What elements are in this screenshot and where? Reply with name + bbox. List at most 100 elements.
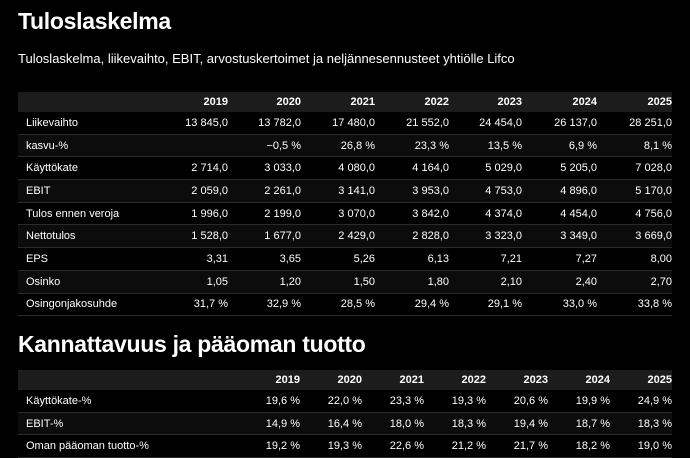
cell: 32,9 % (228, 293, 301, 317)
cell: 3 070,0 (301, 202, 375, 226)
cell: 1 996,0 (168, 202, 228, 226)
row-label: Nettotulos (18, 224, 168, 249)
cell: 23,3 % (375, 134, 449, 158)
table-row: Käyttökate-% 19,6 % 22,0 % 23,3 % 19,3 % 20,6… (18, 390, 672, 413)
cell: 24,9 % (610, 390, 672, 413)
cell: 17 480,0 (301, 112, 375, 135)
cell: 21 552,0 (375, 112, 449, 135)
cell: 19,0 % (610, 434, 672, 458)
cell: 18,3 % (610, 412, 672, 436)
column-header: 2023 (449, 92, 522, 112)
table-row: Käyttökate 2 714,0 3 033,0 4 080,0 4 164,0 5 … (18, 156, 672, 181)
cell: 13 845,0 (168, 112, 228, 135)
column-header: 2024 (522, 92, 597, 112)
row-label: EBIT (18, 179, 168, 203)
cell: 7,21 (449, 247, 522, 271)
table-row: Osinko 1,05 1,20 1,50 1,80 2,10 2,40 2,70 (18, 270, 672, 294)
table-row: Oman pääoman tuotto-% 19,2 % 19,3 % 22,6 % 2… (18, 434, 672, 458)
column-header: 2021 (301, 92, 375, 112)
cell: 21,7 % (486, 434, 548, 458)
cell: 4 080,0 (301, 156, 375, 181)
column-header: 2024 (548, 370, 610, 390)
cell: 19,2 % (238, 434, 300, 458)
cell: 18,3 % (424, 412, 486, 436)
table-row: Nettotulos 1 528,0 1 677,0 2 429,0 2 828,0 3 … (18, 224, 672, 249)
cell: 4 756,0 (597, 202, 672, 226)
row-label: EPS (18, 247, 168, 271)
cell: 6,13 (375, 247, 449, 271)
cell: 18,2 % (548, 434, 610, 458)
cell: 1 528,0 (168, 224, 228, 249)
header-row: 2019 2020 2021 2022 2023 2024 2025 (18, 92, 672, 112)
table-row: EBIT-% 14,9 % 16,4 % 18,0 % 18,3 % 19,4 % 18,7… (18, 412, 672, 436)
cell: 22,0 % (300, 390, 362, 413)
cell: 23,3 % (362, 390, 424, 413)
cell: 33,0 % (522, 293, 597, 317)
cell: 3,65 (228, 247, 301, 271)
cell: 1,20 (228, 270, 301, 294)
cell: 13 782,0 (228, 112, 301, 135)
cell: 1,50 (301, 270, 375, 294)
section-title: Kannattavuus ja pääoman tuotto (18, 331, 366, 357)
column-header: 2025 (610, 370, 672, 390)
row-label: Oman pääoman tuotto-% (18, 434, 238, 458)
cell: 4 164,0 (375, 156, 449, 181)
cell: 19,3 % (424, 390, 486, 413)
column-header: 2019 (238, 370, 300, 390)
profitability-table: 2019 2020 2021 2022 2023 2024 2025 Käyttökate-%… (18, 370, 672, 458)
cell: 21,2 % (424, 434, 486, 458)
cell: 31,7 % (168, 293, 228, 317)
cell: 4 896,0 (522, 179, 597, 203)
header-cell (18, 370, 238, 390)
cell: 5 170,0 (597, 179, 672, 203)
column-header: 2019 (168, 92, 228, 112)
cell: 1 677,0 (228, 224, 301, 249)
cell: 3 033,0 (228, 156, 301, 181)
column-header: 2021 (362, 370, 424, 390)
cell: 4 374,0 (449, 202, 522, 226)
cell: 24 454,0 (449, 112, 522, 135)
column-header: 2025 (597, 92, 672, 112)
cell: 19,3 % (300, 434, 362, 458)
cell: 4 454,0 (522, 202, 597, 226)
cell: 14,9 % (238, 412, 300, 436)
table-row: kasvu-% −0,5 % 26,8 % 23,3 % 13,5 % 6,9 % 8,1 … (18, 134, 672, 158)
cell: 16,4 % (300, 412, 362, 436)
income-table: 2019 2020 2021 2022 2023 2024 2025 Liikevaihto 1… (18, 92, 672, 317)
cell: 2 261,0 (228, 179, 301, 203)
cell: 22,6 % (362, 434, 424, 458)
cell: 33,8 % (597, 293, 672, 317)
cell: 29,1 % (449, 293, 522, 317)
cell: 3 953,0 (375, 179, 449, 203)
cell: 5,26 (301, 247, 375, 271)
cell: 2 714,0 (168, 156, 228, 181)
cell: 8,00 (597, 247, 672, 271)
cell: 26,8 % (301, 134, 375, 158)
row-label: Osinko (18, 270, 168, 294)
cell: 6,9 % (522, 134, 597, 158)
subtitle: Tuloslaskelma, liikevaihto, EBIT, arvost… (18, 51, 515, 66)
cell: 28,5 % (301, 293, 375, 317)
cell: 2,40 (522, 270, 597, 294)
row-label: EBIT-% (18, 412, 238, 436)
cell: 3 323,0 (449, 224, 522, 249)
table-row: EBIT 2 059,0 2 261,0 3 141,0 3 953,0 4 753,0 4… (18, 179, 672, 203)
column-header: 2022 (375, 92, 449, 112)
cell: 19,9 % (548, 390, 610, 413)
row-label: Liikevaihto (18, 112, 168, 135)
cell: 19,4 % (486, 412, 548, 436)
column-header: 2020 (228, 92, 301, 112)
cell: 2 828,0 (375, 224, 449, 249)
cell: 3 669,0 (597, 224, 672, 249)
cell: 2,10 (449, 270, 522, 294)
cell: 18,0 % (362, 412, 424, 436)
cell: 29,4 % (375, 293, 449, 317)
row-label: Käyttökate-% (18, 390, 238, 413)
cell: −0,5 % (228, 134, 301, 158)
cell: 7,27 (522, 247, 597, 271)
header-row: 2019 2020 2021 2022 2023 2024 2025 (18, 370, 672, 390)
row-label: Tulos ennen veroja (18, 202, 168, 226)
cell: 8,1 % (597, 134, 672, 158)
cell: 4 753,0 (449, 179, 522, 203)
